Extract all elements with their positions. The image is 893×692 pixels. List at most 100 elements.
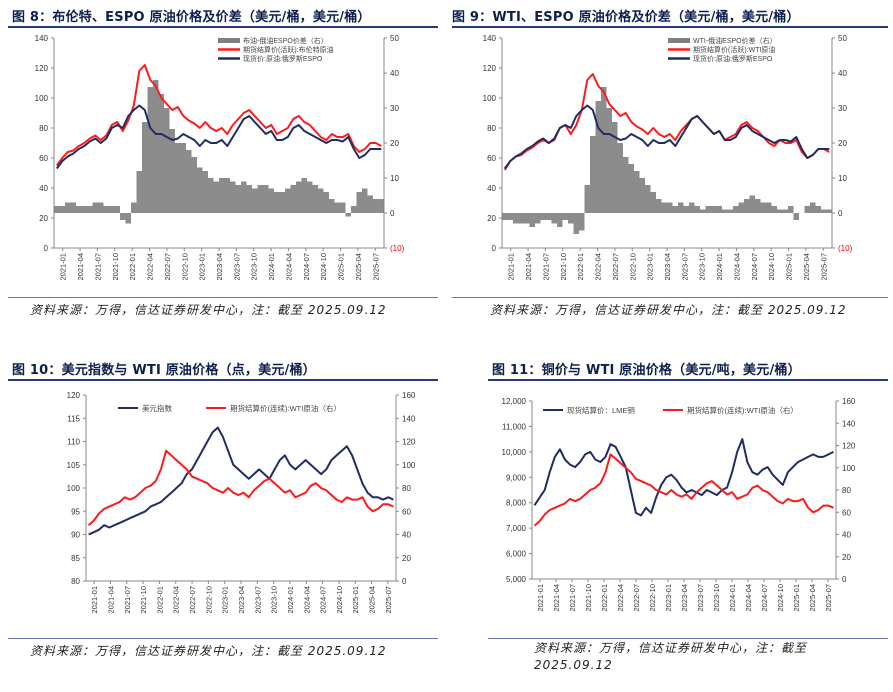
y-tick-label-left: 140 <box>35 34 49 43</box>
spread-bar <box>738 202 744 213</box>
x-tick-label: 2025-07 <box>384 586 393 614</box>
spread-bar <box>612 122 618 213</box>
y-tick-label-left: 0 <box>44 244 49 253</box>
y-tick-label-right: 80 <box>842 486 851 495</box>
chart-wti-espo: 0 20 40 60 80 100 120 140 (10) 0 10 20 30 40 50 2021-01… <box>483 34 853 281</box>
spread-bar <box>345 213 351 217</box>
x-tick-label: 2025-01 <box>785 253 794 281</box>
x-tick-label: 2025-01 <box>792 584 801 612</box>
y-tick-label-right: 80 <box>402 484 411 493</box>
x-tick-label: 2021-07 <box>541 253 550 281</box>
spread-bar <box>197 167 203 213</box>
spread-bar <box>268 188 274 213</box>
legend-label: 布油-俄油ESPO价差（右） <box>243 36 328 45</box>
legend-label: 期货结算价(活跃):布伦特原油 <box>243 45 334 54</box>
spread-bar <box>584 185 590 213</box>
spread-bar <box>329 199 335 213</box>
y-tick-label-right: 0 <box>838 209 843 218</box>
y-tick-label-right: 100 <box>402 461 416 470</box>
spread-bar <box>507 213 513 220</box>
x-tick-label: 2023-07 <box>696 584 705 612</box>
y-tick-label-right: 100 <box>842 464 856 473</box>
x-tick-label: 2023-10 <box>250 253 259 281</box>
y-tick-label-left: 11,000 <box>502 422 526 431</box>
source-rule <box>488 638 888 639</box>
y-tick-label-left: 10,000 <box>502 448 527 457</box>
spread-bar <box>131 202 137 213</box>
x-tick-label: 2021-04 <box>552 584 561 612</box>
x-tick-label: 2021-10 <box>111 253 120 281</box>
y-tick-label-left: 85 <box>71 554 80 563</box>
spread-bar <box>606 108 612 213</box>
spread-bar <box>535 213 541 224</box>
spread-bar <box>257 185 263 213</box>
panel-title: 图 11：铜价与 WTI 原油价格（美元/吨，美元/桶） <box>492 363 801 378</box>
x-tick-label: 2023-07 <box>232 253 241 281</box>
spread-bar <box>705 206 711 213</box>
spread-bar <box>224 178 230 213</box>
spread-bar <box>760 202 766 213</box>
legend-label: WTI-俄油ESPO价差（右） <box>693 36 777 45</box>
legend-label: 期货结算价(活跃):WTI原油 <box>693 45 775 54</box>
y-tick-label-left: 80 <box>71 577 80 586</box>
y-tick-label-right: 120 <box>402 438 416 447</box>
x-tick-label: 2025-04 <box>808 584 817 612</box>
y-tick-label-left: 120 <box>67 391 81 400</box>
x-tick-label: 2021-01 <box>507 253 516 281</box>
x-tick-label: 2022-07 <box>611 253 620 281</box>
x-tick-label: 2022-10 <box>180 253 189 281</box>
y-tick-label-left: 40 <box>39 184 48 193</box>
y-tick-label-left: 9,000 <box>506 473 527 482</box>
spread-bar <box>777 209 783 213</box>
spread-bar <box>551 213 557 224</box>
x-tick-label: 2021-07 <box>568 584 577 612</box>
y-tick-label-right: 50 <box>390 34 399 43</box>
x-tick-label: 2025-04 <box>802 253 811 281</box>
y-tick-label-right: 0 <box>842 575 847 584</box>
y-tick-label-right: 160 <box>402 391 416 400</box>
spread-bar <box>109 206 115 213</box>
y-tick-label-left: 6,000 <box>506 550 527 559</box>
spread-bar <box>628 164 634 213</box>
spread-bar <box>821 209 827 213</box>
y-tick-label-left: 5,000 <box>506 575 527 584</box>
x-tick-label: 2023-01 <box>221 586 230 614</box>
x-tick-label: 2023-10 <box>698 253 707 281</box>
y-tick-label-right: 20 <box>390 139 399 148</box>
x-tick-label: 2021-10 <box>559 253 568 281</box>
x-tick-label: 2023-10 <box>270 586 279 614</box>
y-tick-label-left: 7,000 <box>506 524 527 533</box>
y-tick-label-left: 100 <box>35 94 49 103</box>
spread-bar <box>771 206 777 213</box>
x-tick-label: 2021-10 <box>584 584 593 612</box>
spread-bar <box>241 181 247 213</box>
x-tick-label: 2024-07 <box>302 253 311 281</box>
x-tick-label: 2024-04 <box>302 586 311 614</box>
spread-bar <box>191 157 197 213</box>
x-tick-label: 2022-10 <box>628 253 637 281</box>
x-tick-label: 2024-04 <box>744 584 753 612</box>
x-tick-label: 2022-10 <box>204 586 213 614</box>
spread-bar <box>235 185 241 213</box>
spread-bar <box>323 192 329 213</box>
spread-bar <box>694 206 700 213</box>
spread-bar <box>711 206 717 213</box>
x-tick-label: 2023-07 <box>680 253 689 281</box>
spread-bar <box>595 101 601 213</box>
spread-bar <box>356 192 362 213</box>
panel-title: 图 10：美元指数与 WTI 原油价格（点，美元/桶） <box>12 363 316 378</box>
spread-bar <box>340 202 346 213</box>
y-tick-label-right: 40 <box>838 69 847 78</box>
spread-bar <box>826 209 832 213</box>
x-tick-label: 2022-04 <box>594 253 603 281</box>
x-tick-label: 2021-01 <box>59 253 68 281</box>
y-tick-label-right: 120 <box>842 442 856 451</box>
spread-bar <box>529 213 535 227</box>
chart-usd-wti: 80 85 90 95 100 105 110 115 120 0 20 40 60 80 100 120 14… <box>67 391 416 614</box>
y-tick-label-left: 40 <box>487 184 496 193</box>
spread-bar <box>54 206 60 213</box>
spread-bar <box>114 206 120 213</box>
spread-bar <box>81 206 87 213</box>
x-tick-label: 2021-04 <box>106 586 115 614</box>
y-tick-label-left: 100 <box>67 484 81 493</box>
